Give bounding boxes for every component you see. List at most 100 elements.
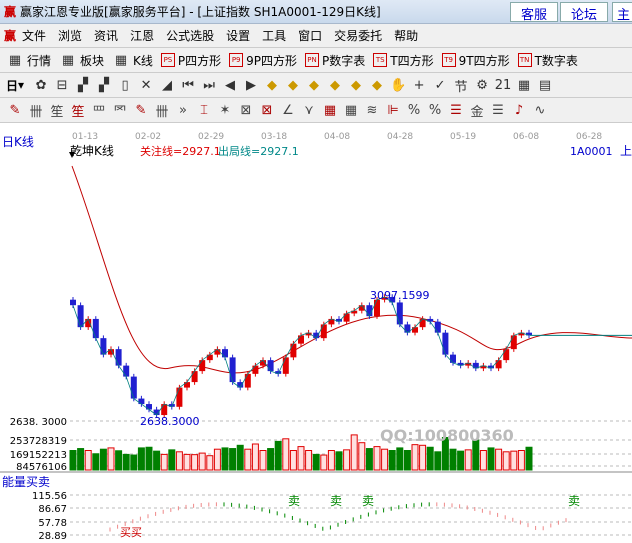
- date-tick: 06-28: [576, 132, 602, 142]
- drawing-tool-icon[interactable]: 罓: [113, 104, 127, 120]
- volume-bar: [403, 450, 411, 471]
- volume-bar: [411, 444, 419, 471]
- drawing-tool-icon[interactable]: ⊫: [387, 102, 399, 118]
- drawing-tool-icon[interactable]: 罒: [92, 104, 106, 120]
- drawing-tool-icon[interactable]: ⌶: [200, 102, 208, 118]
- volume-bar: [350, 434, 358, 471]
- drawing-tool-icon[interactable]: ∠: [282, 102, 294, 118]
- toolbar-kline-button[interactable]: ▦ K线: [112, 52, 153, 69]
- chart-tool-icon[interactable]: ▯: [121, 77, 129, 93]
- drawing-tool-icon[interactable]: ▦: [323, 102, 337, 118]
- forum-button[interactable]: 论坛: [560, 2, 609, 23]
- drawing-tool-icon[interactable]: ✎: [9, 102, 21, 118]
- chart-tool-icon[interactable]: ▞: [78, 77, 89, 93]
- tool-icon: PN: [305, 53, 320, 67]
- chart-tool-icon[interactable]: ✕: [140, 77, 152, 93]
- chart-tool-icon[interactable]: ⏭: [203, 77, 215, 93]
- menu-item[interactable]: 公式选股: [166, 29, 215, 43]
- volume-bar: [99, 448, 107, 471]
- toolbar-button[interactable]: TN T数字表: [517, 52, 578, 69]
- ma-line: [72, 296, 530, 416]
- chart-tool-icon[interactable]: ▞: [99, 77, 110, 93]
- candle: [260, 360, 266, 366]
- drawing-tool-icon[interactable]: ⊠: [240, 102, 252, 118]
- chart-tool-icon[interactable]: ◆: [288, 77, 299, 93]
- chart-tool-icon[interactable]: ◆: [309, 77, 320, 93]
- sell-signal: 卖: [288, 494, 300, 508]
- drawing-tool-icon[interactable]: %: [428, 102, 442, 118]
- chart-tool-icon[interactable]: 节: [454, 79, 468, 95]
- chart-tool-icon[interactable]: ◆: [372, 77, 383, 93]
- drawing-tool-icon[interactable]: 笙: [50, 104, 64, 120]
- toolbar-button[interactable]: T9 9T四方形: [441, 52, 510, 69]
- chart-tool-icon[interactable]: ◢: [162, 77, 173, 93]
- chart-tool-icon[interactable]: ⊟: [56, 77, 68, 93]
- chart-tool-icon[interactable]: ▶: [246, 77, 257, 93]
- volume-bar: [236, 444, 244, 471]
- drawing-tool-icon[interactable]: 卌: [29, 104, 43, 120]
- drawing-tool-icon[interactable]: ☰: [492, 102, 504, 118]
- toolbar-button[interactable]: PN P数字表: [305, 52, 365, 69]
- chart-tool-icon[interactable]: ⏮: [182, 77, 194, 93]
- drawing-tool-icon[interactable]: 卌: [155, 104, 169, 120]
- chart-tool-icon[interactable]: ⚙: [476, 77, 488, 93]
- toolbar-quote-table-button[interactable]: ▦ 行情: [6, 52, 51, 69]
- menu-item[interactable]: 设置: [226, 29, 251, 43]
- chart-tool-icon[interactable]: ✓: [434, 77, 446, 93]
- menu-item[interactable]: 交易委托: [334, 29, 383, 43]
- drawing-tool-icon[interactable]: ⋎: [304, 102, 314, 118]
- chart-tool-icon[interactable]: ▤: [538, 77, 552, 93]
- drawing-tool-icon[interactable]: ☰: [450, 102, 462, 118]
- chart-tool-icon[interactable]: ◆: [267, 77, 278, 93]
- volume-bar: [274, 440, 282, 471]
- menu-item[interactable]: 资讯: [94, 29, 119, 43]
- candle: [282, 357, 289, 374]
- chart-tool-icon[interactable]: 21: [494, 77, 512, 93]
- toolbar-label: 9P四方形: [246, 53, 298, 68]
- toolbar-button[interactable]: P9 9P四方形: [229, 52, 297, 69]
- chart-tool-icon[interactable]: ▦: [517, 77, 531, 93]
- candle: [138, 398, 145, 405]
- drawing-tool-icon[interactable]: 金: [470, 104, 484, 120]
- volume-bar: [221, 447, 229, 471]
- menu-item[interactable]: 工具: [262, 29, 287, 43]
- chart-tool-icon[interactable]: ✿: [35, 77, 47, 93]
- kline-icon: ▦: [114, 52, 128, 68]
- menu-item[interactable]: 浏览: [58, 29, 83, 43]
- toolbar-button[interactable]: TS T四方形: [373, 52, 434, 69]
- volume-bar: [191, 454, 199, 471]
- toolbar-label: K线: [133, 53, 153, 68]
- menu-item[interactable]: 江恩: [130, 29, 155, 43]
- menu-item[interactable]: 文件: [22, 29, 47, 43]
- candle: [465, 362, 472, 366]
- service-button[interactable]: 客服: [510, 2, 559, 23]
- period-dropdown[interactable]: 日 ▾: [6, 78, 25, 93]
- candle: [252, 365, 259, 374]
- drawing-tool-icon[interactable]: 笙: [71, 104, 85, 120]
- toolbar-label: P四方形: [177, 53, 222, 68]
- toolbar-button[interactable]: PS P四方形: [160, 52, 222, 69]
- chart-tool-icon[interactable]: ◆: [330, 77, 341, 93]
- candle: [146, 404, 152, 410]
- chart-tool-icon[interactable]: ✋: [389, 77, 407, 93]
- toolbar-sector-button[interactable]: ▦ 板块: [59, 52, 104, 69]
- chart-tool-icon[interactable]: +: [413, 77, 425, 93]
- menu-item[interactable]: 帮助: [394, 29, 419, 43]
- volume-bar: [175, 451, 183, 471]
- menu-item[interactable]: 窗口: [298, 29, 323, 43]
- drawing-tool-icon[interactable]: ✎: [135, 102, 147, 118]
- drawing-tool-icon[interactable]: ⊠: [261, 102, 273, 118]
- drawing-tool-icon[interactable]: ✶: [219, 102, 231, 118]
- kline-chart[interactable]: 日K线 01-13 02-02 02-29 03-18 04-08 04-28 05-19 06…: [0, 128, 632, 543]
- chart-tool-icon[interactable]: ◀: [225, 77, 236, 93]
- toolbar-drawing: ✎ 卌笙笙罒罓 ✎ 卌» ⌶ ✶ ⊠ ⊠ ∠ ⋎ ▦ ▦ ≋ ⊫%% ☰ 金 ☰ ♪ ∿: [0, 98, 632, 123]
- drawing-tool-icon[interactable]: ▦: [344, 102, 358, 118]
- drawing-tool-icon[interactable]: ♪: [514, 102, 524, 118]
- candle: [366, 305, 373, 317]
- chart-tool-icon[interactable]: ◆: [351, 77, 362, 93]
- drawing-tool-icon[interactable]: »: [179, 102, 187, 118]
- home-button[interactable]: 主: [612, 2, 632, 23]
- drawing-tool-icon[interactable]: ∿: [534, 102, 546, 118]
- drawing-tool-icon[interactable]: ≋: [366, 102, 378, 118]
- drawing-tool-icon[interactable]: %: [407, 102, 421, 118]
